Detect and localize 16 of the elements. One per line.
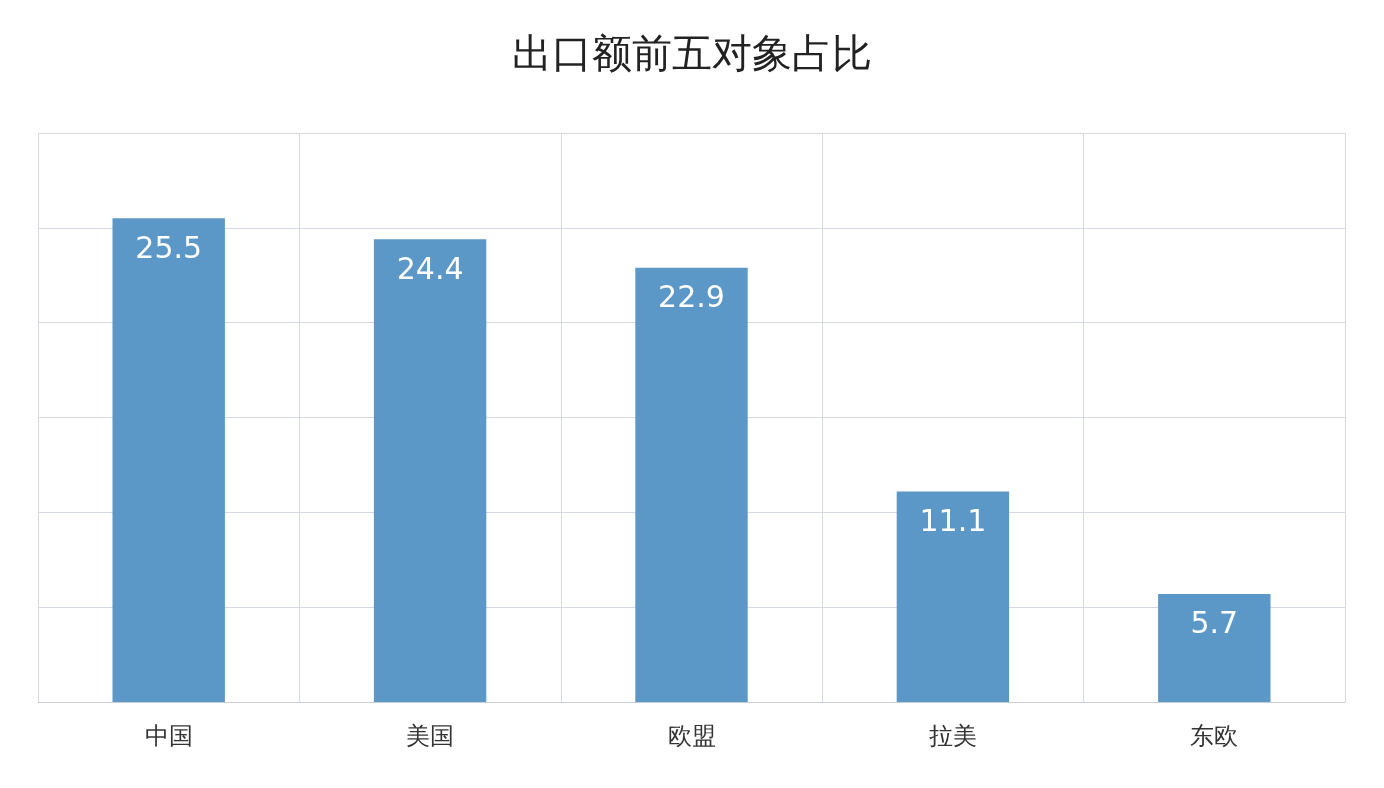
x-tick-label: 东欧 [1190,722,1239,750]
bar [896,491,1010,702]
x-tick-label: 美国 [406,722,455,750]
data-label: 25.5 [135,229,203,265]
chart-title: 出口额前五对象占比 [512,30,872,76]
x-tick-label: 拉美 [928,722,977,750]
bar [635,267,748,702]
data-label: 24.4 [396,250,464,286]
bar [1158,593,1271,702]
bar [112,218,225,702]
data-label: 11.1 [919,502,987,538]
data-label: 22.9 [658,279,725,315]
x-tick-label: 欧盟 [667,722,716,750]
bar [373,239,487,702]
data-label: 5.7 [1190,605,1239,641]
x-tick-label: 中国 [144,722,193,750]
